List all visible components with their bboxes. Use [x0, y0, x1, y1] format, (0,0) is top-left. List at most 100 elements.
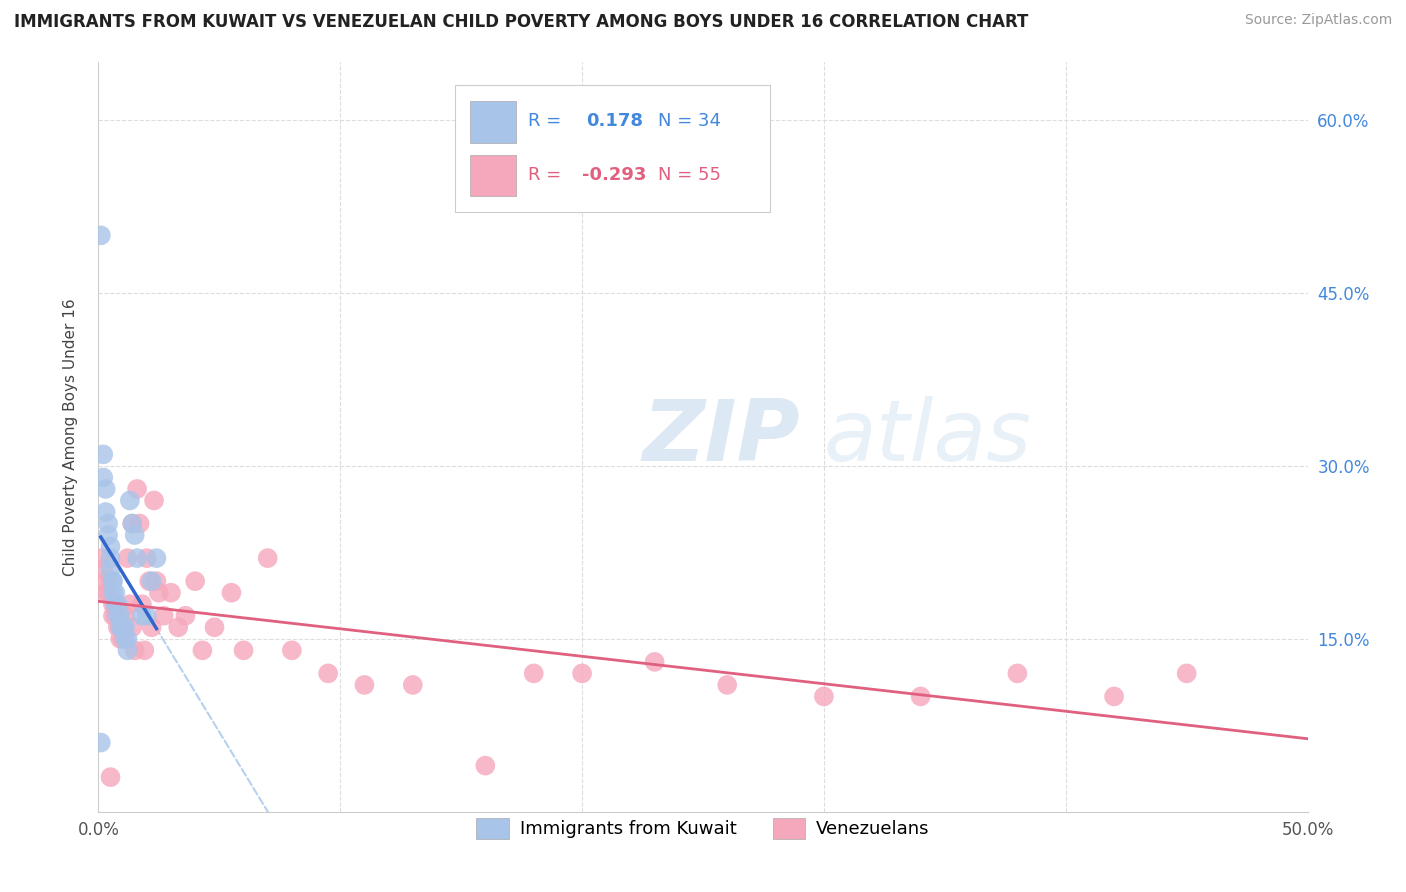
- Point: [221, 585, 243, 599]
- Point: [111, 620, 134, 634]
- Text: N = 34: N = 34: [658, 112, 721, 130]
- Point: [101, 574, 124, 589]
- Point: [107, 597, 129, 611]
- Text: N = 55: N = 55: [658, 166, 721, 184]
- Point: [281, 643, 304, 657]
- Point: [135, 551, 157, 566]
- Point: [184, 574, 207, 589]
- Point: [716, 678, 738, 692]
- Point: [90, 735, 112, 749]
- Point: [91, 447, 114, 461]
- Point: [94, 505, 117, 519]
- Point: [101, 597, 124, 611]
- Point: [191, 643, 214, 657]
- Point: [100, 574, 122, 589]
- Point: [100, 770, 122, 784]
- Point: [94, 574, 117, 589]
- Point: [232, 643, 254, 657]
- Point: [138, 574, 160, 589]
- Text: 0.178: 0.178: [586, 112, 643, 130]
- Point: [127, 551, 149, 566]
- Legend: Immigrants from Kuwait, Venezuelans: Immigrants from Kuwait, Venezuelans: [467, 809, 939, 847]
- Point: [131, 597, 153, 611]
- Point: [121, 620, 143, 634]
- Point: [101, 608, 124, 623]
- Point: [152, 608, 174, 623]
- Point: [108, 620, 131, 634]
- Point: [117, 551, 139, 566]
- Point: [135, 608, 157, 623]
- Y-axis label: Child Poverty Among Boys Under 16: Child Poverty Among Boys Under 16: [63, 298, 77, 576]
- Point: [104, 597, 127, 611]
- Bar: [470, 102, 516, 143]
- Text: IMMIGRANTS FROM KUWAIT VS VENEZUELAN CHILD POVERTY AMONG BOYS UNDER 16 CORRELATI: IMMIGRANTS FROM KUWAIT VS VENEZUELAN CHI…: [14, 13, 1028, 31]
- Point: [104, 597, 127, 611]
- Text: R =: R =: [527, 112, 561, 130]
- Point: [108, 620, 131, 634]
- Point: [114, 620, 136, 634]
- Point: [353, 678, 375, 692]
- Bar: [456, 85, 769, 212]
- Point: [127, 482, 149, 496]
- Point: [100, 551, 122, 566]
- Point: [114, 608, 136, 623]
- Point: [108, 608, 131, 623]
- Point: [97, 585, 120, 599]
- Point: [316, 666, 339, 681]
- Point: [174, 608, 197, 623]
- Point: [118, 493, 141, 508]
- Text: atlas: atlas: [824, 395, 1032, 479]
- Text: -0.293: -0.293: [582, 166, 647, 184]
- Point: [121, 516, 143, 531]
- Point: [107, 608, 129, 623]
- Point: [128, 516, 150, 531]
- Point: [402, 678, 425, 692]
- Point: [1007, 666, 1029, 681]
- Point: [90, 551, 112, 566]
- Point: [141, 574, 163, 589]
- Point: [104, 608, 127, 623]
- Point: [94, 585, 117, 599]
- Point: [124, 528, 146, 542]
- Point: [145, 551, 167, 566]
- Text: ZIP: ZIP: [643, 395, 800, 479]
- Point: [167, 620, 190, 634]
- Point: [108, 632, 131, 646]
- Point: [1102, 690, 1125, 704]
- Point: [1175, 666, 1198, 681]
- Point: [104, 585, 127, 599]
- Point: [101, 574, 124, 589]
- Bar: [470, 154, 516, 196]
- Point: [97, 528, 120, 542]
- Point: [131, 608, 153, 623]
- Point: [117, 643, 139, 657]
- Point: [160, 585, 183, 599]
- Point: [204, 620, 226, 634]
- Point: [571, 666, 593, 681]
- Point: [100, 540, 122, 554]
- Point: [256, 551, 278, 566]
- Point: [94, 482, 117, 496]
- Point: [114, 632, 136, 646]
- Point: [100, 563, 122, 577]
- Point: [134, 643, 156, 657]
- Point: [910, 690, 932, 704]
- Point: [121, 516, 143, 531]
- Point: [91, 563, 114, 577]
- Point: [111, 620, 134, 634]
- Text: R =: R =: [527, 166, 561, 184]
- Point: [91, 470, 114, 484]
- Point: [148, 585, 170, 599]
- Point: [107, 620, 129, 634]
- Point: [474, 758, 496, 772]
- Point: [141, 620, 163, 634]
- Point: [523, 666, 546, 681]
- Point: [143, 493, 166, 508]
- Point: [813, 690, 835, 704]
- Point: [90, 228, 112, 243]
- Text: Source: ZipAtlas.com: Source: ZipAtlas.com: [1244, 13, 1392, 28]
- Point: [97, 516, 120, 531]
- Point: [101, 585, 124, 599]
- Point: [145, 574, 167, 589]
- Point: [118, 597, 141, 611]
